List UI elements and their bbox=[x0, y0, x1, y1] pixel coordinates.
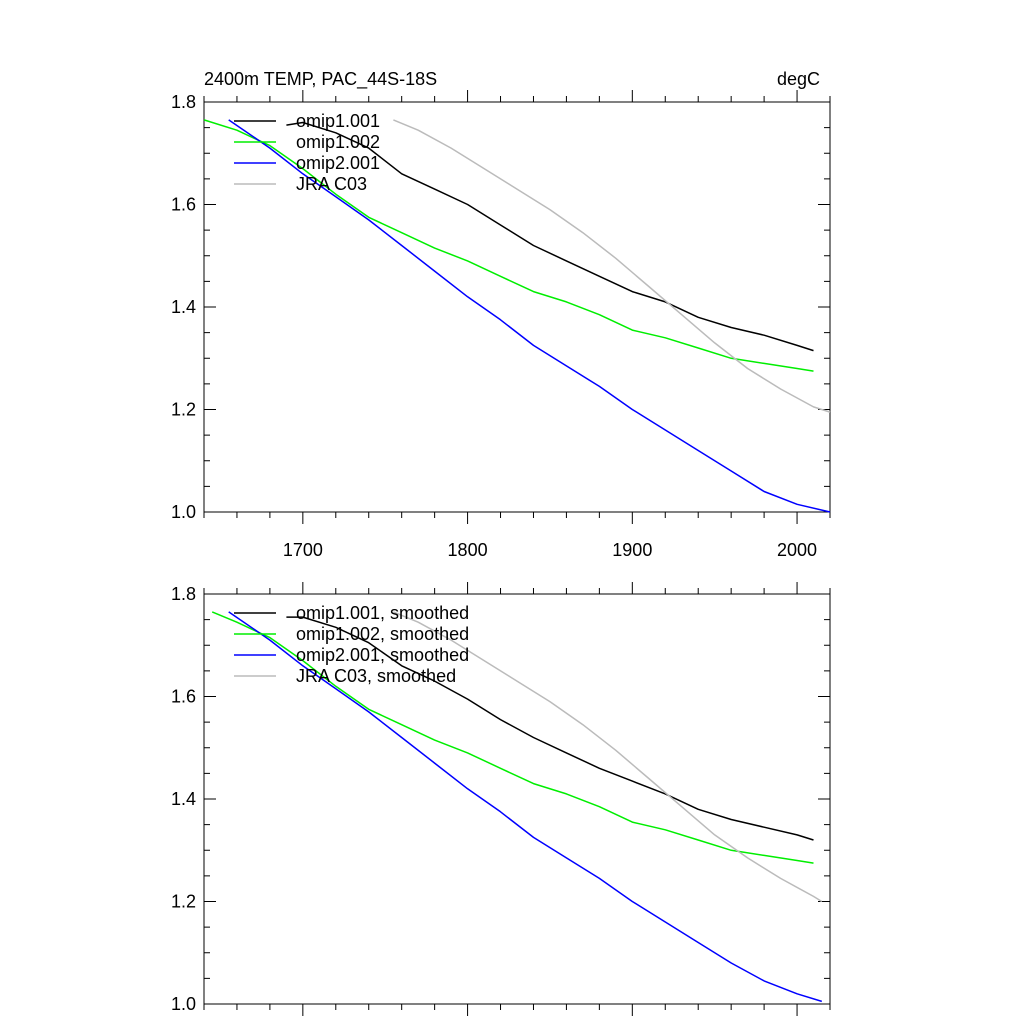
y-tick-label: 1.8 bbox=[171, 92, 196, 112]
legend-label: omip1.002, smoothed bbox=[296, 624, 469, 644]
series-line-2 bbox=[203, 119, 814, 372]
legend-label: omip2.001 bbox=[296, 153, 380, 173]
x-tick-label: 1900 bbox=[612, 540, 652, 560]
y-tick-label: 1.4 bbox=[171, 789, 196, 809]
legend-label: omip1.001 bbox=[296, 111, 380, 131]
series-line-1 bbox=[286, 616, 814, 841]
series-line-4 bbox=[393, 611, 823, 903]
legend-label: JRA C03, smoothed bbox=[296, 666, 456, 686]
legend-label: omip2.001, smoothed bbox=[296, 645, 469, 665]
legend-label: JRA C03 bbox=[296, 174, 367, 194]
bottom-chart-panel: 1.0 1.2 1.4 1.6 1.8 omip1.001, smoothedomip1.… bbox=[171, 582, 831, 1016]
y-tick-label: 1.0 bbox=[171, 502, 196, 522]
y-tick-label: 1.4 bbox=[171, 297, 196, 317]
y-tick-label: 1.2 bbox=[171, 400, 196, 420]
series-line-1 bbox=[286, 121, 814, 352]
legend-label: omip1.002 bbox=[296, 132, 380, 152]
x-tick-label: 1800 bbox=[448, 540, 488, 560]
y-tick-label: 1.8 bbox=[171, 584, 196, 604]
legend-label: omip1.001, smoothed bbox=[296, 603, 469, 623]
series-line-4 bbox=[393, 119, 831, 413]
y-tick-label: 1.6 bbox=[171, 195, 196, 215]
y-tick-label: 1.6 bbox=[171, 687, 196, 707]
top-chart-panel: 2400m TEMP, PAC_44S-18S degC 1.0 1.2 1.4 1.… bbox=[171, 69, 831, 560]
units-label: degC bbox=[777, 69, 820, 89]
series-line-3 bbox=[228, 119, 831, 513]
series-line-2 bbox=[211, 611, 814, 864]
y-tick-label: 1.2 bbox=[171, 892, 196, 912]
chart-title: 2400m TEMP, PAC_44S-18S bbox=[204, 69, 437, 90]
x-tick-label: 2000 bbox=[777, 540, 817, 560]
x-tick-label: 1700 bbox=[283, 540, 323, 560]
y-tick-label: 1.0 bbox=[171, 994, 196, 1014]
series-line-3 bbox=[228, 611, 823, 1003]
